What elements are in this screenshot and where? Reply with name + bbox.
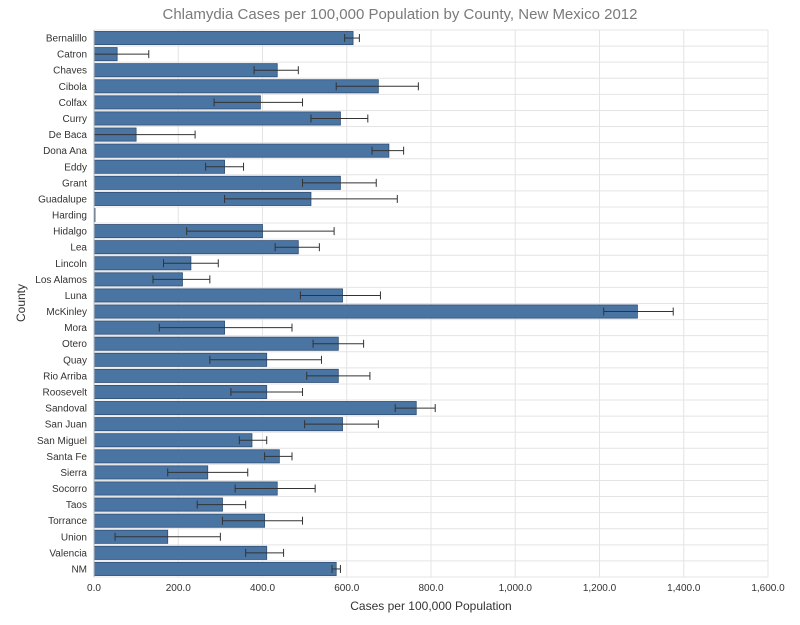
x-tick-label: 1,200.0 <box>583 583 617 594</box>
category-label: Colfax <box>59 98 87 109</box>
x-tick-labels: 0.0 200.0 400.0 600.0 800.0 1,000.0 1,200.0 1,4… <box>87 583 785 594</box>
x-tick-label: 800.0 <box>418 583 443 594</box>
category-label: Cibola <box>59 82 88 93</box>
x-tick-label: 600.0 <box>334 583 359 594</box>
x-tick-label: 200.0 <box>166 583 191 594</box>
x-tick-label: 1,400.0 <box>667 583 701 594</box>
category-label: Torrance <box>48 516 87 527</box>
category-label: Union <box>61 532 87 543</box>
category-label: McKinley <box>46 307 87 318</box>
bar <box>93 368 339 383</box>
y-axis-title: County <box>14 284 28 322</box>
gridlines <box>93 29 769 578</box>
bar <box>93 63 278 78</box>
category-label: Mora <box>64 323 87 334</box>
x-tick-label: 1,600.0 <box>751 583 785 594</box>
bar <box>93 159 225 174</box>
category-label: Curry <box>63 114 87 125</box>
x-tick-label: 400.0 <box>250 583 275 594</box>
category-label: San Miguel <box>37 436 87 447</box>
category-label: Lincoln <box>55 259 87 270</box>
category-label: Otero <box>62 339 87 350</box>
category-label: Valencia <box>49 548 87 559</box>
category-label: Hidalgo <box>53 227 87 238</box>
bar <box>93 449 280 464</box>
chart-title: Chlamydia Cases per 100,000 Population b… <box>163 6 638 23</box>
category-label: Catron <box>57 50 87 61</box>
category-label: Quay <box>63 355 87 366</box>
category-label: Sandoval <box>45 404 87 415</box>
category-label: Rio Arriba <box>43 371 87 382</box>
bar <box>93 143 390 158</box>
x-tick-label: 1,000.0 <box>499 583 533 594</box>
category-label: Lea <box>70 243 87 254</box>
category-label: Grant <box>62 178 87 189</box>
error-bars <box>93 34 674 573</box>
x-axis-title: Cases per 100,000 Population <box>350 599 511 613</box>
category-label: Santa Fe <box>46 452 87 463</box>
category-label: Luna <box>65 291 88 302</box>
category-label: Los Alamos <box>35 275 87 286</box>
category-label: Chaves <box>53 66 87 77</box>
category-label: NM <box>71 564 87 575</box>
bar <box>93 79 379 94</box>
bar <box>93 240 299 255</box>
category-label: San Juan <box>45 420 87 431</box>
category-label: Guadalupe <box>38 194 87 205</box>
bar <box>93 545 268 560</box>
category-label: Dona Ana <box>43 146 87 157</box>
bar <box>93 433 253 448</box>
bar <box>93 561 337 576</box>
category-label: Socorro <box>52 484 87 495</box>
category-label: Eddy <box>64 162 87 173</box>
bar <box>93 111 341 126</box>
category-labels: Bernalillo Catron Chaves Cibola Colfax Curry D… <box>35 34 87 576</box>
category-label: Roosevelt <box>43 387 88 398</box>
x-tick-label: 0.0 <box>87 583 101 594</box>
category-label: Sierra <box>60 468 87 479</box>
bar <box>93 304 638 319</box>
category-label: Taos <box>66 500 87 511</box>
category-label: De Baca <box>49 130 88 141</box>
bar <box>93 336 339 351</box>
bar <box>93 31 354 46</box>
category-label: Bernalillo <box>46 34 88 45</box>
category-label: Harding <box>52 211 87 222</box>
bar <box>93 401 417 416</box>
